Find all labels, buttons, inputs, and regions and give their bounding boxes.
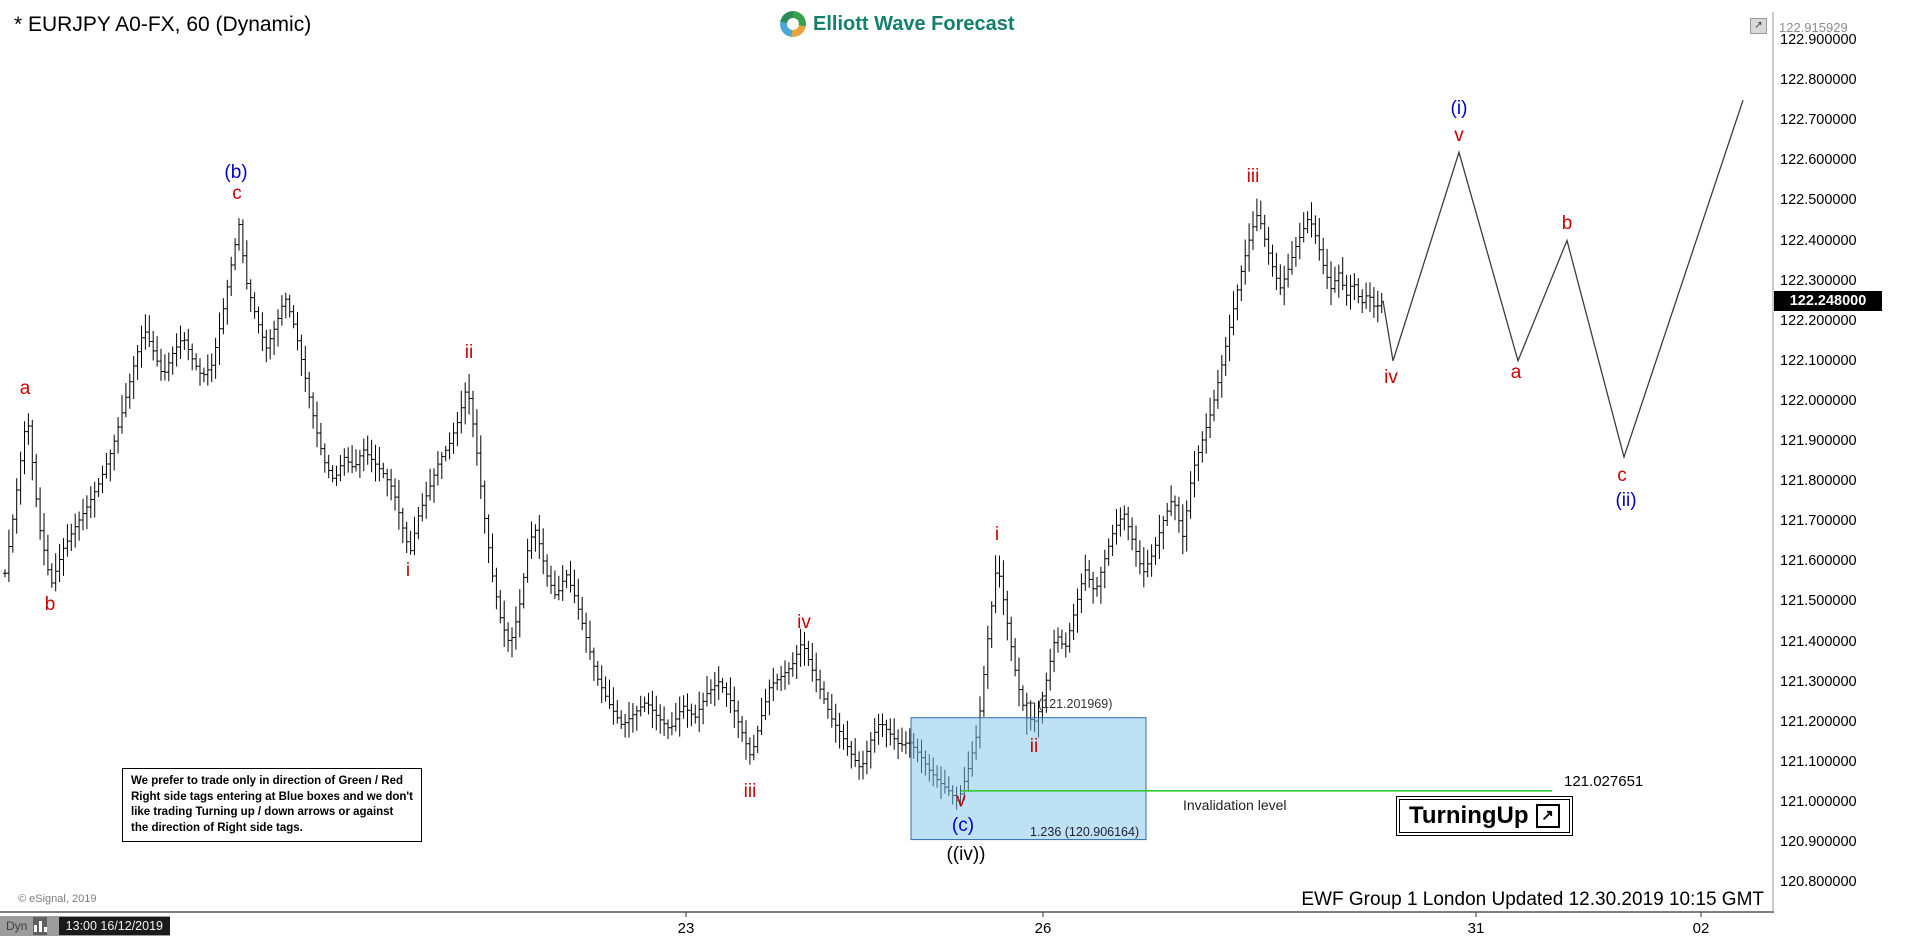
ewf-logo-text: Elliott Wave Forecast	[813, 12, 1015, 35]
price-axis-label: 122.800000	[1780, 72, 1857, 89]
current-price-badge: 122.248000	[1774, 291, 1882, 312]
price-axis-label: 122.200000	[1780, 312, 1857, 329]
blue-box	[910, 717, 1147, 841]
price-axis-label: 122.000000	[1780, 392, 1857, 409]
wave-label-ii: ii	[465, 342, 473, 363]
disclaimer-box: We prefer to trade only in direction of …	[122, 768, 422, 842]
disclaimer-line: the direction of Right side tags.	[131, 821, 303, 834]
bar-chart-icon[interactable]	[33, 917, 47, 935]
footer-credit: EWF Group 1 London Updated 12.30.2019 10…	[1301, 889, 1764, 910]
invalidation-value: 121.027651	[1564, 773, 1643, 790]
status-bar: Dyn 13:00 16/12/2019	[0, 916, 170, 936]
disclaimer-line: Right side tags entering at Blue boxes a…	[131, 790, 413, 803]
wave-label-a: a	[1511, 362, 1522, 383]
pivot-price-label: (121.201969)	[1038, 697, 1112, 711]
time-axis-label: 23	[678, 920, 695, 937]
price-axis-label: 122.100000	[1780, 352, 1857, 369]
price-axis-label: 121.600000	[1780, 553, 1857, 570]
projection-path	[1382, 99, 1744, 460]
wave-label-c: c	[1617, 465, 1627, 486]
wave-label-i: i	[995, 524, 999, 545]
wave-label-v: v	[956, 790, 966, 811]
price-axis-label: 121.800000	[1780, 473, 1857, 490]
price-axis-label: 121.300000	[1780, 673, 1857, 690]
disclaimer-line: We prefer to trade only in direction of …	[131, 775, 403, 787]
time-axis-label: 26	[1035, 920, 1052, 937]
price-axis-label: 121.500000	[1780, 593, 1857, 610]
wave-label-iii: iii	[1247, 166, 1260, 187]
wave-label-iii: iii	[744, 781, 757, 802]
price-axis-label: 121.000000	[1780, 793, 1857, 810]
chart-title: * EURJPY A0-FX, 60 (Dynamic)	[14, 13, 312, 36]
wave-label-b: b	[1562, 213, 1573, 234]
price-axis-label: 121.200000	[1780, 713, 1857, 730]
disclaimer-line: like trading Turning up / down arrows or…	[131, 806, 394, 818]
wave-label-v: v	[1454, 125, 1464, 146]
time-axis-label: 31	[1468, 920, 1485, 937]
price-axis-label: 121.100000	[1780, 753, 1857, 770]
price-axis[interactable]: 122.915929 122.248000 122.900000 122.8000…	[1774, 0, 1912, 941]
wave-label-b: (b)	[224, 162, 247, 183]
turning-up-label: TurningUp	[1409, 802, 1529, 829]
price-axis-label: 122.700000	[1780, 112, 1857, 129]
fib-extension-label: 1.236 (120.906164)	[1030, 825, 1139, 839]
wave-label-ii: ii	[1030, 736, 1038, 757]
invalidation-label: Invalidation level	[1183, 797, 1287, 813]
ohlc-bars	[3, 198, 1384, 810]
esignal-copyright: © eSignal, 2019	[18, 893, 97, 905]
price-axis-label: 121.400000	[1780, 633, 1857, 650]
time-axis-label: 02	[1693, 920, 1710, 937]
session-high-marker: 122.915929	[1779, 20, 1848, 35]
dyn-mode-chip[interactable]: Dyn	[6, 919, 28, 933]
price-axis-label: 122.900000	[1780, 32, 1857, 48]
price-axis-label: 121.700000	[1780, 513, 1857, 530]
wave-label-iv: iv	[1384, 367, 1398, 388]
price-axis-label: 120.800000	[1780, 874, 1857, 891]
arrow-up-right-icon: ↗	[1535, 804, 1560, 828]
price-axis-label: 122.500000	[1780, 192, 1857, 209]
wave-label-c: (c)	[952, 815, 974, 836]
wave-label-c: c	[232, 183, 242, 204]
price-axis-label: 122.600000	[1780, 152, 1857, 169]
popout-icon[interactable]: ↗	[1750, 18, 1767, 34]
cursor-datetime-chip: 13:00 16/12/2019	[58, 917, 170, 935]
wave-label-i: i	[406, 560, 410, 581]
price-axis-label: 122.400000	[1780, 232, 1857, 249]
price-chart[interactable]: Invalidation level121.027651ab(b)ciiiiii…	[0, 0, 1774, 941]
price-axis-label: 122.300000	[1780, 272, 1857, 289]
turning-up-badge: TurningUp ↗	[1396, 796, 1573, 836]
wave-label-iv: iv	[797, 612, 811, 633]
ewf-logo: Elliott Wave Forecast	[780, 11, 1015, 37]
price-axis-label: 120.900000	[1780, 834, 1857, 850]
wave-label-i: (i)	[1451, 98, 1468, 119]
price-axis-label: 121.900000	[1780, 433, 1857, 449]
wave-label-a: a	[20, 378, 31, 399]
ewf-logo-icon	[780, 11, 806, 37]
wave-label-b: b	[45, 594, 56, 615]
wave-label-ii: (ii)	[1615, 490, 1636, 511]
wave-label-iv: ((iv))	[946, 844, 985, 865]
